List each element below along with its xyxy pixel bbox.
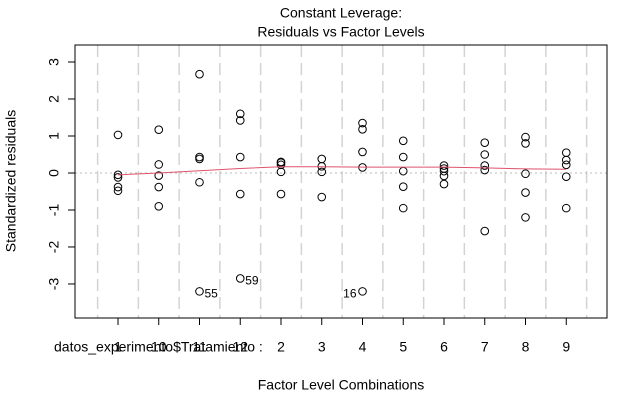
point — [358, 125, 367, 134]
x-tick-label: 4 — [359, 339, 367, 355]
point — [195, 177, 204, 187]
point — [561, 148, 571, 157]
point — [398, 152, 408, 162]
plot-box — [74, 44, 608, 319]
point — [358, 118, 367, 128]
x-tick-label: 7 — [481, 339, 489, 355]
x-axis-label: Factor Level Combinations — [258, 377, 425, 393]
point — [398, 182, 408, 191]
point — [276, 160, 286, 170]
point — [195, 287, 204, 296]
x-tick-label: 6 — [440, 339, 448, 355]
point — [154, 182, 164, 192]
point — [439, 161, 449, 170]
point — [317, 192, 327, 202]
y-tick-label: 3 — [46, 58, 62, 66]
x-tick-label: 1 — [114, 339, 122, 355]
y-axis-label: Standardized residuals — [3, 110, 19, 252]
point — [561, 172, 571, 181]
point — [521, 188, 530, 197]
point — [154, 160, 164, 169]
point — [358, 287, 367, 296]
point-label: 55 — [205, 287, 219, 301]
y-tick-label: 0 — [46, 169, 62, 177]
point — [561, 155, 571, 165]
point — [480, 138, 490, 147]
point — [439, 171, 449, 181]
chart-subtitle: Residuals vs Factor Levels — [257, 24, 424, 40]
smooth-line — [117, 166, 567, 176]
point — [235, 274, 245, 283]
x-tick-label: 5 — [399, 339, 407, 355]
point — [235, 152, 245, 162]
point — [195, 69, 204, 79]
point — [195, 152, 204, 162]
point-label: 59 — [245, 274, 259, 288]
point — [521, 132, 530, 142]
x-tick-label: 11 — [192, 339, 207, 355]
y-tick-label: -1 — [46, 204, 62, 217]
point — [521, 213, 530, 222]
point — [235, 109, 245, 119]
x-tick-label: 2 — [277, 339, 285, 355]
point — [317, 154, 327, 164]
point — [521, 169, 530, 179]
point — [235, 189, 245, 199]
y-tick-label: 1 — [46, 132, 62, 140]
point — [317, 167, 327, 177]
point — [561, 203, 571, 213]
x-tick-label: 10 — [151, 339, 167, 355]
point — [154, 125, 164, 135]
point — [358, 147, 367, 157]
point — [113, 182, 123, 192]
point — [195, 154, 204, 164]
point — [154, 171, 164, 180]
x-tick-label: 9 — [562, 339, 570, 355]
point — [398, 166, 408, 176]
point — [480, 161, 490, 170]
factor-label: datos_experimento$Tratamiento : — [54, 339, 263, 355]
point-label: 16 — [343, 287, 357, 301]
point — [439, 179, 449, 189]
point — [276, 189, 286, 199]
point — [398, 203, 408, 213]
point — [480, 165, 490, 175]
y-tick-label: -3 — [46, 278, 62, 291]
x-tick-label: 3 — [318, 339, 326, 355]
point — [154, 201, 164, 211]
point — [113, 173, 123, 182]
x-tick-label: 12 — [232, 339, 248, 355]
point — [521, 139, 530, 148]
chart-title: Constant Leverage: — [280, 5, 402, 21]
point — [398, 136, 408, 146]
point — [235, 116, 245, 125]
point — [113, 186, 123, 196]
point — [561, 160, 571, 170]
y-tick-label: -2 — [46, 241, 62, 254]
point — [113, 130, 123, 140]
x-tick-label: 8 — [522, 339, 530, 355]
point — [480, 226, 490, 236]
y-tick-label: 2 — [46, 95, 62, 103]
point — [480, 150, 490, 159]
point — [276, 167, 286, 177]
